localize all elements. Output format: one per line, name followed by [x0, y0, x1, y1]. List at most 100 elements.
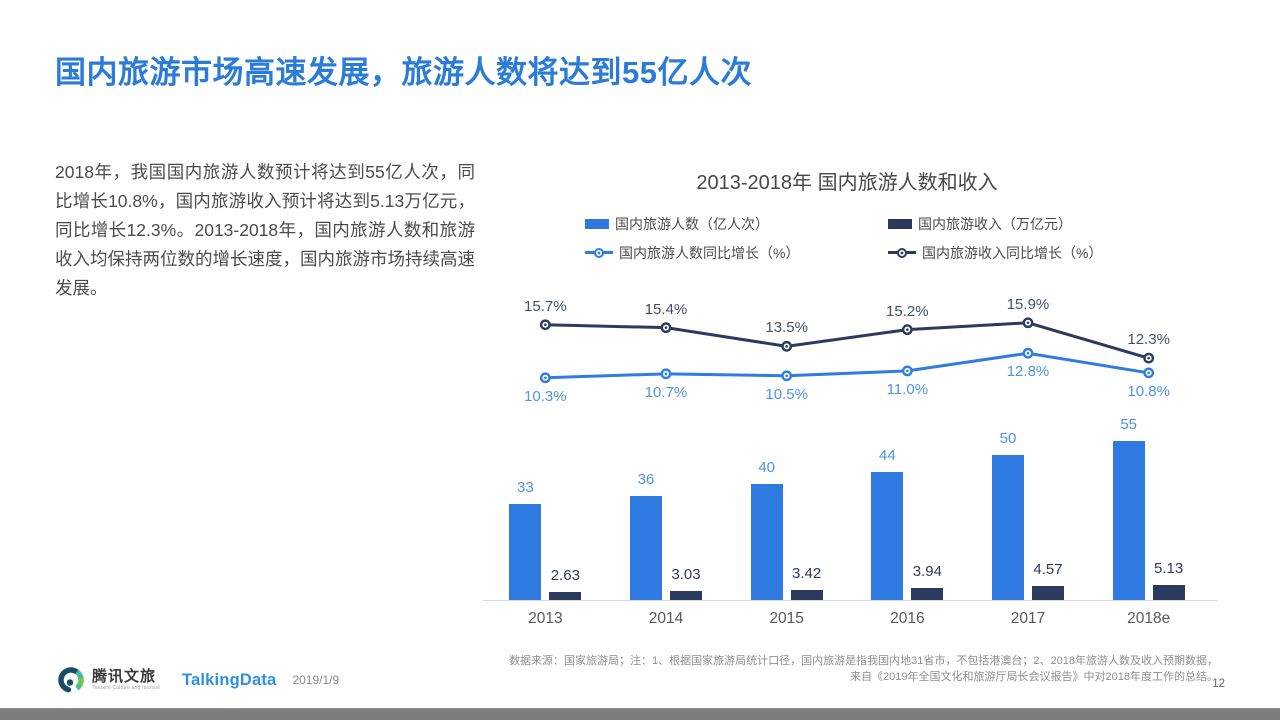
bar-value-label: 44 [878, 447, 896, 465]
revenue-bar [670, 590, 702, 600]
growth-value-label: 12.3% [1127, 331, 1170, 349]
line-marker-icon [660, 368, 672, 380]
tencent-wenlv-logo-icon [57, 666, 85, 694]
x-axis-label: 2014 [648, 610, 684, 627]
legend-column-left: 国内旅游人数（亿人次） 国内旅游人数同比增长（%） [585, 214, 799, 262]
revenue-bar [1032, 586, 1064, 600]
growth-value-label: 10.7% [644, 383, 688, 401]
legend-label-visitors-growth: 国内旅游人数同比增长（%） [619, 244, 800, 261]
line-marker-dot-icon [785, 374, 788, 378]
line-marker-dot-icon [1147, 356, 1150, 360]
line-marker-icon [660, 322, 672, 334]
chart-section: 2013-2018年 国内旅游人数和收入 国内旅游人数（亿人次） 国内旅游人数同… [483, 160, 1217, 640]
plot-area: 2013 2014 2015 2016 2017 2018e 33 36 40 44 50 55 2.6… [483, 280, 1217, 640]
growth-value-label: 15.4% [644, 300, 688, 318]
growth-value-label: 11.0% [886, 380, 929, 398]
brand-footer: 腾讯文旅 Tencent Culture and tourism Talking… [57, 666, 339, 694]
report-date: 2019/1/9 [292, 673, 340, 687]
legend-label-revenue-bar: 国内旅游收入（万亿元） [918, 215, 1072, 232]
page-number: 12 [1212, 678, 1225, 690]
legend-swatch-visitors-line-icon [585, 247, 613, 258]
visitors-bar [630, 495, 662, 600]
bar-value-label: 2.63 [550, 567, 580, 585]
line-marker-icon [1022, 347, 1034, 359]
body-paragraph: 2018年，我国国内旅游人数预计将达到55亿人次，同比增长10.8%，国内旅游收… [55, 162, 475, 298]
visitors-bar [1112, 440, 1145, 600]
line-marker-dot-icon [906, 328, 909, 331]
data-source-note: 数据来源：国家旅游局；注：1、根据国家旅游局统计口径，国内旅游是指我国内地31省… [487, 653, 1218, 685]
bar-value-label: 40 [758, 459, 775, 476]
line-marker-dot-icon [785, 345, 788, 348]
visitors-bar [871, 472, 904, 600]
x-axis-label: 2015 [769, 610, 804, 627]
line-marker-dot-icon [664, 372, 668, 376]
legend-item-visitors-bar: 国内旅游人数（亿人次） [585, 214, 799, 233]
growth-value-label: 15.2% [886, 302, 929, 320]
line-marker-dot-icon [1026, 351, 1030, 355]
legend-item-revenue-bar: 国内旅游收入（万亿元） [888, 214, 1102, 233]
x-axis-label: 2016 [890, 610, 925, 627]
line-marker-icon [1143, 367, 1155, 379]
legend-label-visitors-bar: 国内旅游人数（亿人次） [615, 215, 769, 232]
growth-line [545, 321, 1150, 360]
line-marker-icon [781, 340, 793, 352]
growth-value-label: 10.5% [765, 385, 808, 403]
bar-value-label: 3.03 [671, 565, 701, 583]
revenue-bar [549, 592, 582, 600]
legend-label-revenue-growth: 国内旅游收入同比增长（%） [922, 244, 1103, 261]
bar-value-label: 36 [637, 470, 655, 488]
x-axis-label: 2018e [1127, 610, 1171, 627]
line-marker-icon [1022, 317, 1034, 329]
line-marker-icon [539, 319, 551, 331]
legend-column-right: 国内旅游收入（万亿元） 国内旅游收入同比增长（%） [888, 214, 1102, 262]
bar-value-label: 55 [1120, 415, 1137, 433]
line-marker-icon [901, 365, 913, 377]
legend-swatch-revenue-bar-icon [888, 218, 912, 229]
tencent-wenlv-logo-name: 腾讯文旅 [92, 667, 157, 685]
bottom-scrollbar[interactable] [0, 708, 1280, 720]
x-axis-label: 2017 [1010, 610, 1046, 627]
revenue-bar [1152, 584, 1185, 600]
growth-lines-svg [539, 317, 1155, 384]
x-axis-label: 2013 [528, 610, 563, 627]
legend-swatch-visitors-bar-icon [585, 218, 609, 229]
chart-title: 2013-2018年 国内旅游人数和收入 [696, 172, 998, 194]
visitors-bar [992, 455, 1024, 600]
revenue-bar [911, 588, 944, 600]
line-marker-dot-icon [1147, 371, 1150, 375]
growth-value-label: 10.8% [1127, 382, 1170, 400]
line-marker-icon [901, 324, 913, 336]
legend-swatch-revenue-line-icon [888, 247, 916, 258]
line-marker-dot-icon [906, 369, 909, 373]
visitors-bar [750, 484, 783, 600]
line-marker-dot-icon [544, 323, 547, 327]
footnote-line2: 来自《2019年全国文化和旅游厅局长会议报告》中对2018年度工作的总结。 [850, 671, 1218, 683]
line-marker-dot-icon [664, 326, 668, 329]
page-title: 国内旅游市场高速发展，旅游人数将达到55亿人次 [55, 55, 752, 90]
bar-value-label: 3.94 [912, 563, 942, 581]
legend-item-revenue-growth-line: 国内旅游收入同比增长（%） [888, 243, 1102, 262]
growth-value-label: 15.7% [524, 297, 567, 315]
x-axis-line [483, 600, 1217, 601]
line-marker-icon [1143, 352, 1155, 364]
legend-item-visitors-growth-line: 国内旅游人数同比增长（%） [585, 243, 799, 262]
line-marker-dot-icon [1026, 321, 1030, 325]
footnote-line1: 数据来源：国家旅游局；注：1、根据国家旅游局统计口径，国内旅游是指我国内地31省… [509, 655, 1218, 667]
bar-value-label: 33 [516, 479, 534, 497]
growth-value-label: 13.5% [765, 319, 808, 337]
growth-value-label: 15.9% [1006, 295, 1050, 313]
line-marker-dot-icon [544, 376, 547, 380]
line-marker-icon [781, 370, 793, 382]
growth-value-label: 10.3% [524, 387, 567, 405]
line-marker-icon [539, 372, 551, 384]
bar-value-label: 5.13 [1154, 559, 1184, 577]
bar-value-label: 50 [999, 430, 1017, 447]
bar-value-label: 4.57 [1033, 561, 1063, 579]
visitors-bar [509, 504, 542, 600]
talkingdata-logo: TalkingData [181, 670, 277, 689]
tencent-wenlv-logo-tagline: Tencent Culture and tourism [92, 684, 160, 691]
growth-value-label: 12.8% [1006, 363, 1050, 381]
chart-legend: 国内旅游人数（亿人次） 国内旅游人数同比增长（%） 国内旅游收入（万亿元） 国内… [485, 214, 1209, 276]
revenue-bar [790, 589, 823, 600]
bar-value-label: 3.42 [792, 564, 822, 582]
